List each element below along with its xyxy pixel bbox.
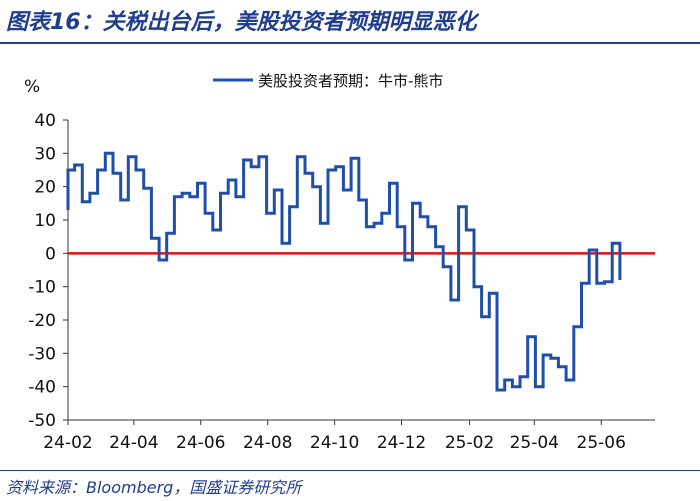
title-rule (0, 42, 700, 44)
x-tick-label: 24-08 (243, 433, 292, 453)
x-tick-label: 24-02 (43, 433, 92, 453)
x-tick-label: 25-02 (445, 433, 494, 453)
y-tick-label: -20 (28, 311, 56, 331)
line-chart: 美股投资者预期：牛市-熊市 % 40 30 20 10 0 -10 -20 -30 -40 -50… (24, 72, 655, 453)
y-tick-label: -10 (28, 278, 56, 298)
x-tick-label: 24-04 (109, 433, 158, 453)
footer-rule (0, 470, 700, 471)
x-tick-label: 24-12 (377, 433, 426, 453)
y-tick-label: -40 (28, 378, 56, 398)
y-tick-label: 0 (45, 244, 56, 264)
y-tick-label: -30 (28, 344, 56, 364)
x-tick-label: 24-10 (310, 433, 359, 453)
y-tick-label: 40 (34, 111, 56, 131)
y-axis-label: % (24, 77, 40, 97)
legend-label: 美股投资者预期：牛市-熊市 (258, 72, 443, 90)
y-tick-label: -50 (28, 411, 56, 431)
series-line (66, 151, 622, 392)
y-tick-label: 10 (34, 211, 56, 231)
y-tick-label: 20 (34, 178, 56, 198)
x-axis: 24-02 24-04 24-06 24-08 24-10 24-12 25-02 25-04… (43, 420, 626, 453)
figure-title: 图表16：关税出台后，美股投资者预期明显恶化 (6, 10, 477, 35)
x-tick-label: 25-06 (577, 433, 626, 453)
x-tick-label: 24-06 (176, 433, 225, 453)
source-note: 资料来源：Bloomberg，国盛证券研究所 (6, 478, 302, 497)
y-axis: 40 30 20 10 0 -10 -20 -30 -40 -50 (28, 111, 68, 431)
legend: 美股投资者预期：牛市-熊市 (213, 72, 443, 90)
y-tick-label: 30 (34, 144, 56, 164)
x-tick-label: 25-04 (510, 433, 559, 453)
